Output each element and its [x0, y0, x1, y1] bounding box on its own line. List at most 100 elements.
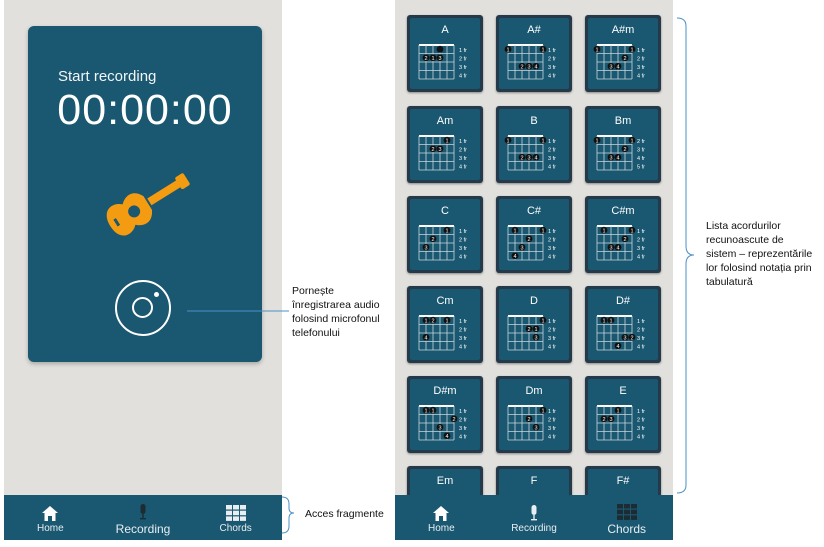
- nav-recording[interactable]: Recording: [97, 495, 190, 540]
- record-dot-icon: [154, 292, 159, 297]
- finger-dot: [443, 136, 451, 144]
- finger-dot: [621, 333, 629, 341]
- finger-dot: [429, 316, 437, 324]
- chord-tile[interactable]: Dm 1 fr 2 fr 3 fr 4 fr 1 2 3: [496, 376, 572, 453]
- fret-label: 3 fr: [459, 426, 467, 432]
- finger-dot: [628, 226, 636, 234]
- callout-record: Pornește înregistrarea audio folosind mi…: [292, 285, 380, 339]
- finger-number: 1: [630, 138, 633, 144]
- nav-home[interactable]: Home: [395, 495, 488, 540]
- chord-tile[interactable]: A#m 1 fr 2 fr 3 fr 4 fr 1 1 2 3 4: [585, 15, 661, 92]
- finger-dot: [614, 342, 622, 350]
- finger-number: 2: [520, 155, 523, 161]
- finger-dot: [607, 316, 615, 324]
- chord-tile[interactable]: Am 1 fr 2 fr 3 fr 4 fr 1 2 3: [407, 106, 483, 183]
- chord-name: Cm: [436, 295, 454, 307]
- finger-number: 3: [609, 155, 612, 161]
- finger-number: 2: [623, 147, 626, 153]
- record-button[interactable]: [115, 280, 171, 336]
- finger-dot: [539, 316, 547, 324]
- chord-tile-body: Dm 1 fr 2 fr 3 fr 4 fr 1 2 3: [499, 379, 569, 450]
- nav-chords[interactable]: Chords: [580, 495, 673, 540]
- fret-label: 1 fr: [637, 48, 645, 54]
- fret-label: 4 fr: [459, 254, 467, 260]
- fret-label: 3 fr: [637, 336, 645, 342]
- finger-number: 2: [527, 417, 530, 423]
- chord-tile[interactable]: D#m 1 fr 2 fr 3 fr 4 fr 1 1 2 3 4: [407, 376, 483, 453]
- chord-tile[interactable]: Bm 2 fr 3 fr 4 fr 5 fr 1 1 2 3 4: [585, 106, 661, 183]
- guitar-icon: [106, 173, 190, 236]
- callout-chords: Lista acordurilor recunoascute de sistem…: [706, 220, 813, 288]
- chord-diagram: 1 fr 2 fr 3 fr 4 fr 1 1 234: [507, 225, 556, 261]
- fret-label: 2 fr: [548, 147, 556, 153]
- fret-label: 1 fr: [459, 229, 467, 235]
- finger-number: 2: [424, 56, 427, 62]
- chord-tile[interactable]: E 1 fr 2 fr 3 fr 4 fr 1 2 3: [585, 376, 661, 453]
- nav-home-label: Home: [36, 523, 64, 534]
- chord-tile[interactable]: A# 1 fr 2 fr 3 fr 4 fr 1 1 2 3 4: [496, 15, 572, 92]
- finger-number: 4: [616, 245, 619, 251]
- finger-dot: [614, 62, 622, 70]
- finger-dot: [614, 243, 622, 251]
- fret-label: 3 fr: [637, 65, 645, 71]
- chord-diagram: 2 fr3 fr4 fr5 fr1 123 4: [593, 135, 645, 171]
- nav-chords-label: Chords: [219, 523, 252, 534]
- chord-tile[interactable]: C#m 1 fr 2 fr 3 fr 4 fr 1 1 2 3 4: [585, 196, 661, 273]
- nav-recording[interactable]: Recording: [488, 495, 581, 540]
- fret-label: 1 fr: [459, 139, 467, 145]
- finger-dot: [600, 415, 608, 423]
- home-icon: [433, 506, 450, 521]
- finger-number: 3: [623, 335, 626, 341]
- finger-dot: [525, 62, 533, 70]
- finger-number: 4: [534, 64, 537, 70]
- chord-diagram: 1 fr 2 fr 3 fr 4 fr 1 23: [418, 225, 467, 261]
- chord-tile-body: D# 1 fr 2 fr 3 fr 4 fr 1 1 2 3 4: [588, 289, 658, 360]
- finger-number: 1: [431, 56, 434, 62]
- nav-recording-label: Recording: [511, 523, 557, 534]
- fret-label: 4 fr: [548, 164, 556, 170]
- finger-number: 4: [616, 64, 619, 70]
- finger-dot: [628, 45, 636, 53]
- finger-number: 1: [541, 47, 544, 53]
- chord-tile[interactable]: D# 1 fr 2 fr 3 fr 4 fr 1 1 2 3 4: [585, 286, 661, 363]
- fret-label: 3 fr: [637, 426, 645, 432]
- chord-tile[interactable]: B 1 fr 2 fr 3 fr 4 fr 1 1 2 3 4: [496, 106, 572, 183]
- fret-label: 3 fr: [548, 156, 556, 162]
- fret-label: 3 fr: [459, 336, 467, 342]
- finger-dot: [539, 406, 547, 414]
- chord-name: A#: [527, 24, 541, 36]
- nav-chords[interactable]: Chords: [189, 495, 282, 540]
- chord-tile[interactable]: C 1 fr 2 fr 3 fr 4 fr 1 2 3: [407, 196, 483, 273]
- finger-number: 1: [506, 138, 509, 144]
- finger-dot: [607, 243, 615, 251]
- fret-label: 1 fr: [548, 409, 556, 415]
- nav-home[interactable]: Home: [4, 495, 97, 540]
- finger-number: 1: [541, 138, 544, 144]
- fret-label: 2 fr: [459, 327, 467, 333]
- finger-number: 2: [431, 147, 434, 153]
- fret-label: 3 fr: [637, 147, 645, 153]
- grid-icon: [616, 503, 637, 520]
- fret-label: 1 fr: [637, 409, 645, 415]
- fret-label: 2 fr: [637, 237, 645, 243]
- fret-label: 1 fr: [459, 319, 467, 325]
- fret-label: 2 fr: [637, 327, 645, 333]
- finger-dot: [422, 406, 430, 414]
- finger-dot: [600, 316, 608, 324]
- finger-dot: [532, 153, 540, 161]
- finger-number: 3: [520, 245, 523, 251]
- finger-number: 1: [445, 318, 448, 324]
- chord-tile[interactable]: Cm 1 fr 2 fr 3 fr 4 fr 1 1 2 4: [407, 286, 483, 363]
- chord-name: D: [530, 295, 538, 307]
- finger-number: 3: [527, 155, 530, 161]
- chord-tile[interactable]: A 1 fr 2 fr 3 fr 4 fr 2 1 3: [407, 15, 483, 92]
- fret-label: 3 fr: [548, 336, 556, 342]
- finger-dot: [518, 243, 526, 251]
- chord-tile-body: Bm 2 fr 3 fr 4 fr 5 fr 1 1 2 3 4: [588, 109, 658, 180]
- finger-dot: [422, 243, 430, 251]
- chord-tile[interactable]: C# 1 fr 2 fr 3 fr 4 fr 1 1 2 3 4: [496, 196, 572, 273]
- chord-tile-body: Cm 1 fr 2 fr 3 fr 4 fr 1 1 2 4: [410, 289, 480, 360]
- fret-label: 1 fr: [548, 319, 556, 325]
